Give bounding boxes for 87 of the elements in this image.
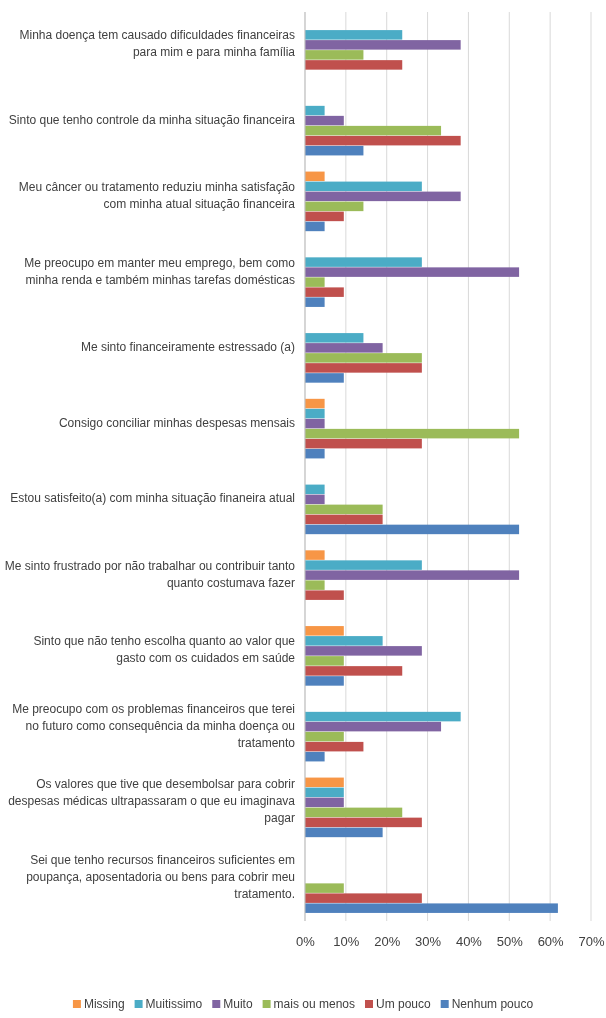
legend-label: Missing: [83, 997, 125, 1011]
y-tick-label: Estou satisfeito(a) com minha situação finaneira atual: [10, 491, 295, 506]
x-tick-label: 50%: [496, 934, 524, 950]
y-tick-label: Consigo conciliar minhas despesas mensais: [58, 415, 295, 430]
bar: [305, 676, 344, 686]
bar: [305, 398, 325, 409]
bar: [305, 191, 461, 202]
bar: [305, 494, 325, 505]
bar: [305, 731, 344, 742]
bar: [305, 741, 364, 752]
bar: [305, 181, 422, 192]
bar: [305, 201, 364, 212]
y-tick-label: Me preocupo com os problemas financeiros que terei no futuro como consequência da minha doença ou tratamento: [12, 701, 296, 750]
bar: [305, 504, 383, 515]
bar: [305, 636, 383, 646]
bar: [305, 560, 422, 570]
x-tick-label: 20%: [374, 934, 401, 950]
legend-label: mais ou menos: [273, 997, 355, 1011]
bar: [305, 135, 461, 146]
bar: [305, 817, 422, 828]
x-tick-label: 40%: [455, 934, 483, 950]
legend-label: Muitissimo: [145, 997, 203, 1011]
bar: [305, 353, 422, 363]
y-tick-label: Sinto que não tenho escolha quanto ao valor que gasto com os cuidados em saúde: [33, 634, 296, 666]
bar: [305, 211, 344, 222]
bar: [305, 267, 520, 277]
bar: [305, 570, 520, 580]
bar: [305, 428, 520, 439]
bar: [305, 448, 325, 459]
bar: [305, 751, 325, 762]
bar: [305, 50, 364, 60]
y-tick-label: Meu câncer ou tratamento reduziu minha satisfação com minha atual situação financeira: [18, 179, 296, 211]
y-tick-label: Me sinto financeiramente estressado (a): [80, 339, 295, 354]
legend-label: Nenhum pouco: [451, 997, 534, 1011]
bar: [305, 40, 461, 50]
bar: [305, 646, 422, 656]
bar: [305, 827, 383, 838]
bar: [305, 797, 344, 808]
x-tick-label: 60%: [537, 934, 565, 950]
bar: [305, 297, 325, 307]
bar: [305, 277, 325, 287]
bar: [305, 363, 422, 373]
bar: [305, 883, 344, 893]
bar: [305, 626, 344, 636]
bar: [305, 524, 520, 535]
bar: [305, 30, 403, 40]
bar: [305, 666, 403, 676]
bar: [305, 484, 325, 495]
bar: [305, 333, 364, 343]
bar: [305, 711, 461, 722]
x-tick-label: 30%: [415, 934, 442, 950]
bar: [305, 893, 422, 903]
legend-label: Muito: [223, 997, 253, 1011]
y-tick-label: Os valores que tive que desembolsar para cobrir despesas médicas ultrapassaram o que eu imaginava pagar: [8, 777, 296, 826]
y-tick-label: Me sinto frustrado por não trabalhar ou contribuir tanto quanto costumava fazer: [4, 558, 296, 590]
bar: [305, 115, 344, 126]
bar: [305, 903, 558, 913]
bar: [305, 418, 325, 429]
bar: [305, 343, 383, 353]
bar: [305, 373, 344, 383]
y-tick-label: Sei que tenho recursos financeiros suficientes em poupança, aposentadoria ou bens para cobrir meu tratamento.: [26, 853, 295, 902]
bar: [305, 514, 383, 525]
bar: [305, 550, 325, 560]
bar: [305, 287, 344, 297]
bar: [305, 438, 422, 449]
y-tick-label: Sinto que tenho controle da minha situação financeira: [8, 112, 296, 127]
bar: [305, 721, 442, 732]
bar: [305, 257, 422, 267]
bar: [305, 787, 344, 798]
bar: [305, 221, 325, 232]
legend-label: Um pouco: [375, 997, 432, 1011]
x-tick-label: 70%: [578, 934, 605, 950]
bar: [305, 580, 325, 590]
bar: [305, 60, 403, 70]
bar: [305, 656, 344, 666]
y-tick-label: Minha doença tem causado dificuldades financeiras para mim e para minha família: [19, 28, 296, 60]
bar: [305, 777, 344, 788]
bar: [305, 105, 325, 116]
x-tick-label: 10%: [333, 934, 360, 950]
bar: [305, 590, 344, 600]
bar: [305, 171, 325, 182]
bar: [305, 807, 403, 818]
y-tick-label: Me preocupo em manter meu emprego, bem como minha renda e também minhas tarefas domésticas: [24, 255, 296, 287]
x-tick-label: 0%: [296, 934, 316, 950]
bar: [305, 408, 325, 419]
bar: [305, 145, 364, 156]
bar: [305, 125, 442, 136]
